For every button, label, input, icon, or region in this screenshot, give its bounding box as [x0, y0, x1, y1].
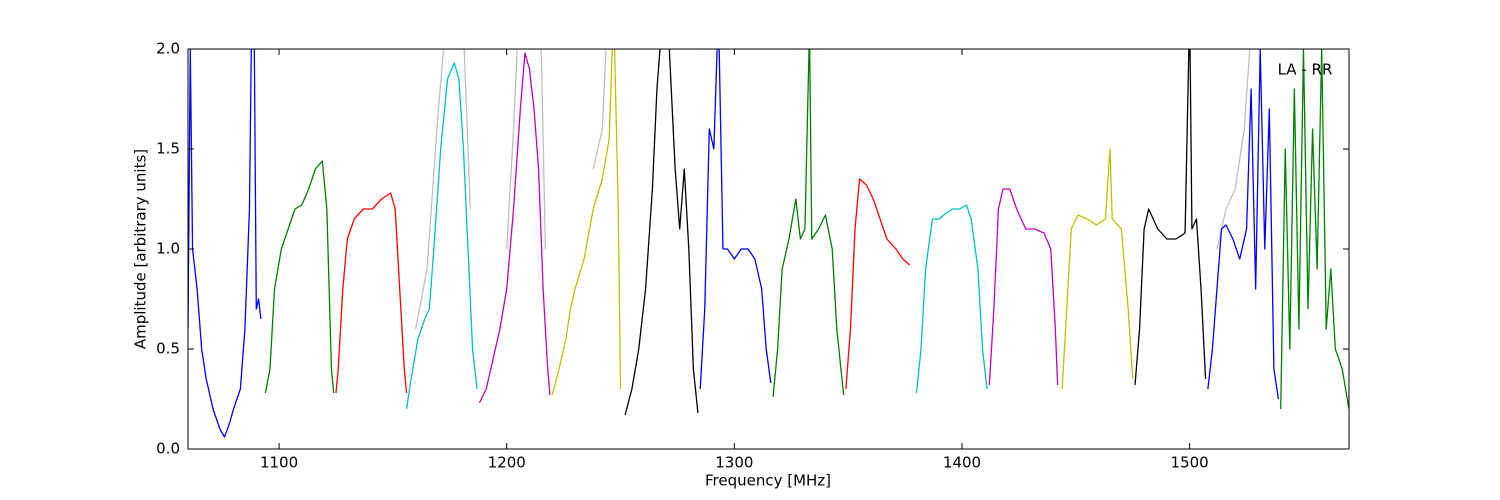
series-line: [699, 49, 772, 390]
y-tick-label: 2.0: [156, 40, 180, 58]
series-line: [264, 160, 335, 394]
series-line: [772, 49, 845, 398]
y-tick-label: 1.0: [156, 240, 180, 258]
lines: [188, 49, 1349, 438]
x-tick-label: 1100: [260, 454, 298, 472]
series-line: [188, 49, 262, 438]
y-tick-label: 0.5: [156, 340, 180, 358]
series-line: [415, 49, 1251, 330]
series-line: [845, 178, 911, 390]
annotation: LA - RR: [1278, 61, 1333, 79]
series-line: [335, 192, 408, 394]
y-tick-label: 1.5: [156, 140, 180, 158]
series-line: [405, 62, 478, 410]
y-axis-label: Amplitude [arbitrary units]: [132, 149, 150, 349]
x-tick-label: 1300: [715, 454, 753, 472]
x-axis-label: Frequency [MHz]: [705, 472, 831, 490]
series-line: [915, 204, 988, 394]
plot-area: [188, 49, 1349, 449]
series-line: [1207, 49, 1280, 400]
series-line: [478, 52, 551, 404]
series-line: [988, 188, 1059, 386]
series-line: [1280, 49, 1349, 410]
series-line: [624, 49, 699, 416]
series-line: [1061, 148, 1134, 390]
series-line: [551, 49, 622, 396]
x-tick-label: 1400: [943, 454, 981, 472]
series-line: [1134, 49, 1207, 386]
x-tick-label: 1500: [1171, 454, 1209, 472]
y-tick-label: 0.0: [156, 440, 180, 458]
x-tick-label: 1200: [488, 454, 526, 472]
